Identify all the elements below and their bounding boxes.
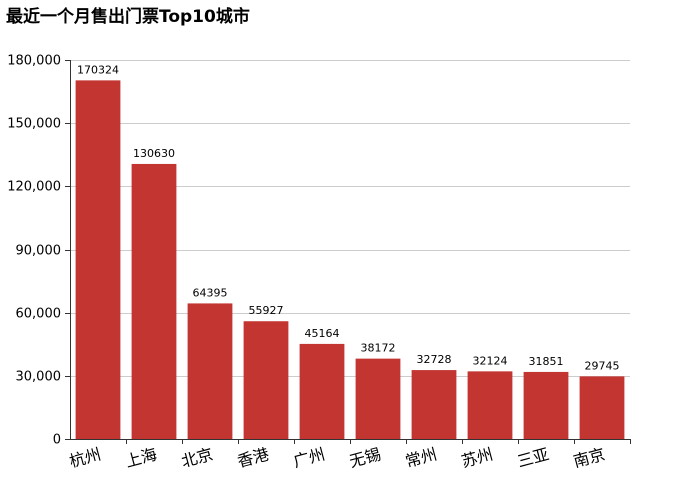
x-category-label: 香港 <box>235 445 271 472</box>
bar <box>467 371 513 439</box>
bars <box>75 80 625 439</box>
x-category-label: 广州 <box>291 445 327 472</box>
bar <box>75 80 121 439</box>
data-label: 31851 <box>529 355 564 368</box>
bar <box>187 303 233 439</box>
bar <box>131 163 177 439</box>
x-category-label: 上海 <box>123 445 159 472</box>
axes <box>65 60 631 444</box>
data-label: 55927 <box>249 304 284 317</box>
y-tick-label: 120,000 <box>7 180 61 195</box>
data-label: 32728 <box>417 353 452 366</box>
x-category-label: 三亚 <box>515 445 551 472</box>
x-category-label: 北京 <box>179 445 215 472</box>
bar <box>243 321 289 439</box>
x-category-label: 无锡 <box>347 445 383 472</box>
x-category-label: 常州 <box>403 445 439 472</box>
bar <box>579 376 625 439</box>
data-label: 45164 <box>305 327 340 340</box>
y-tick-label: 0 <box>53 433 61 448</box>
y-tick-label: 30,000 <box>16 370 62 385</box>
y-tick-label: 180,000 <box>7 54 61 69</box>
chart-title: 最近一个月售出门票Top10城市 <box>6 7 250 27</box>
y-tick-label: 60,000 <box>16 307 62 322</box>
x-category-label: 杭州 <box>67 445 103 472</box>
data-label: 64395 <box>193 286 228 299</box>
bar <box>523 371 569 439</box>
y-tick-label: 150,000 <box>7 117 61 132</box>
data-label: 38172 <box>361 342 396 355</box>
bar <box>411 370 457 439</box>
x-category-label: 南京 <box>571 445 607 472</box>
bar <box>355 358 401 439</box>
x-category-label: 苏州 <box>459 445 495 472</box>
y-tick-label: 90,000 <box>16 244 62 259</box>
data-label: 130630 <box>133 147 175 160</box>
bar <box>299 343 345 439</box>
data-label: 32124 <box>473 354 508 367</box>
data-label: 29745 <box>585 359 620 372</box>
data-label: 170324 <box>77 63 119 76</box>
